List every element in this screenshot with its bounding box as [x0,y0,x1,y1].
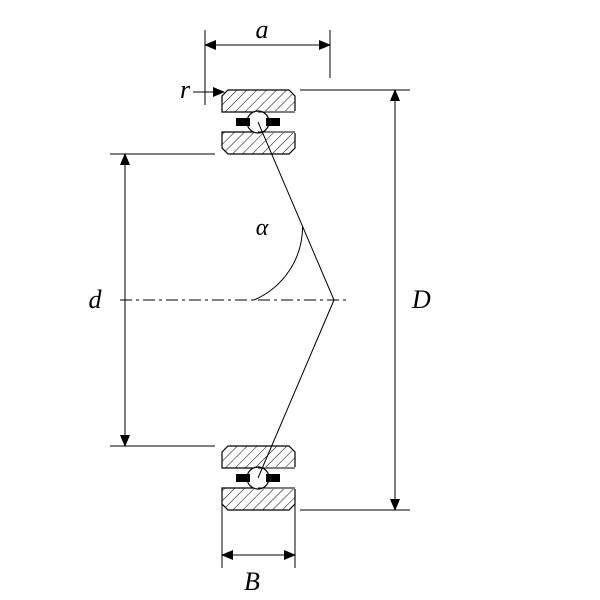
label-r: r [180,75,191,104]
label-alpha: α [256,215,269,241]
dimension-D-label: D [411,285,431,314]
dimension-B-label: B [244,567,260,596]
dimension-a-label: a [256,15,269,44]
dimension-d-label: d [89,285,103,314]
